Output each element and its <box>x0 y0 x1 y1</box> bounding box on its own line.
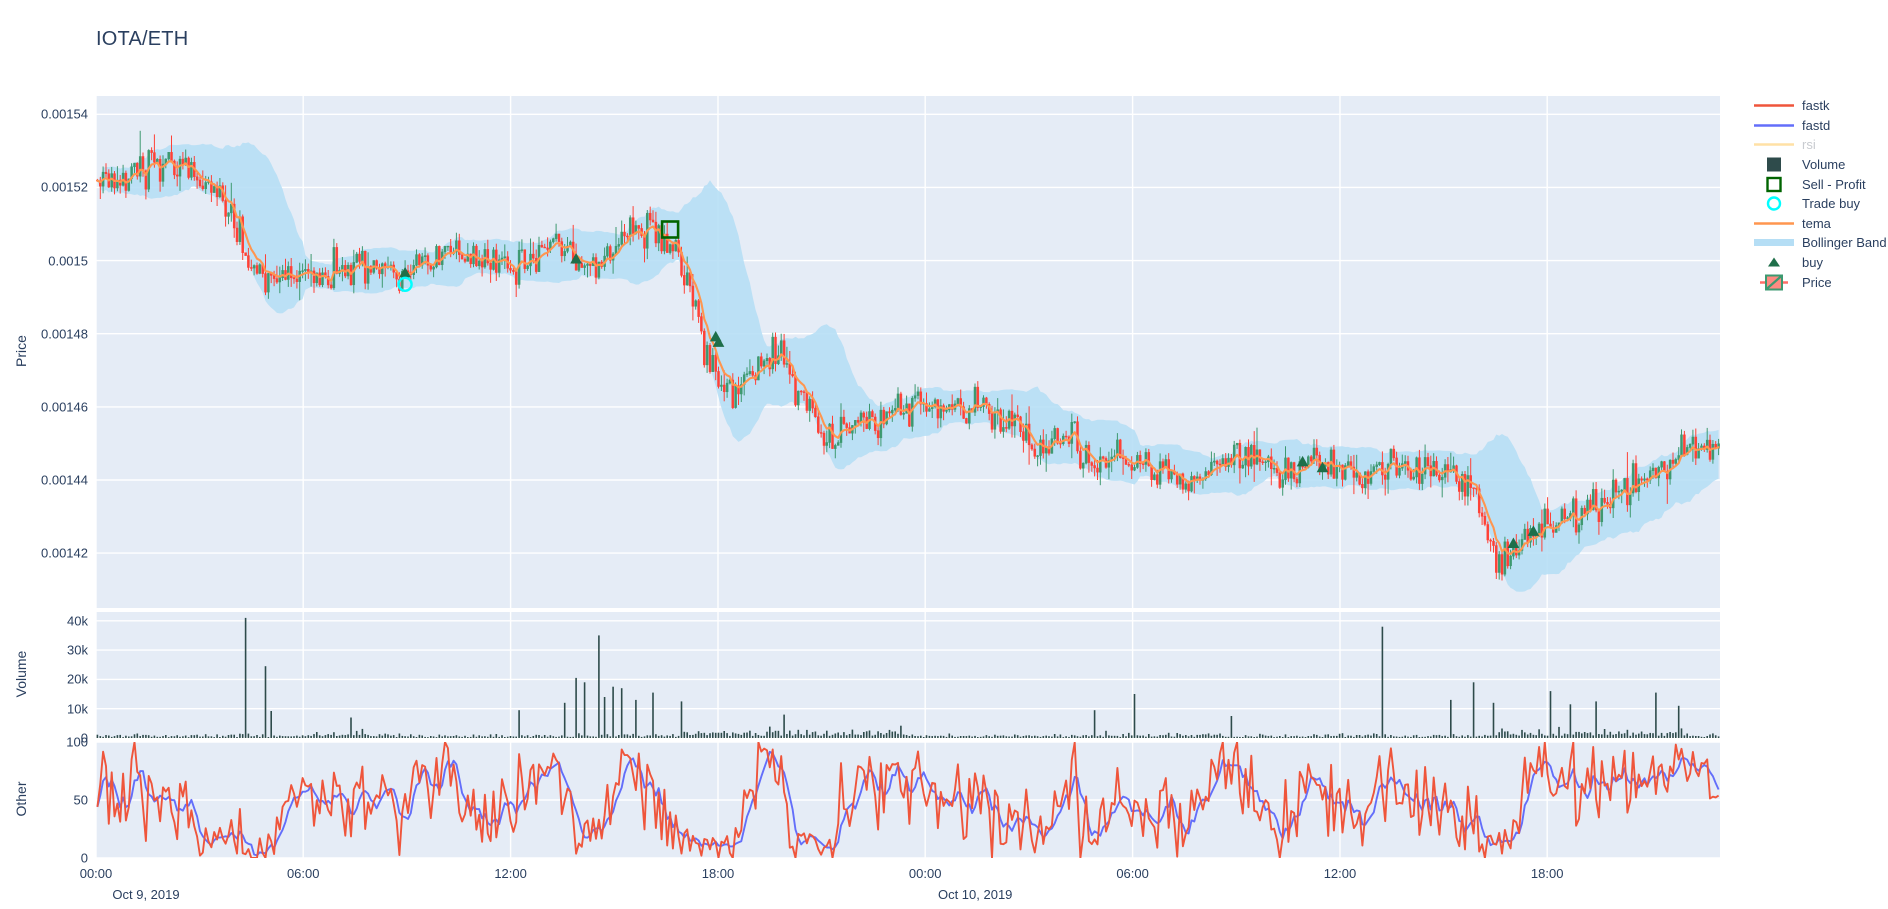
legend-item-label: Volume <box>1802 157 1846 173</box>
y-tick-price: 0.00148 <box>41 326 88 342</box>
legend-item-label: fastk <box>1802 98 1830 114</box>
triangle-up-icon <box>1752 253 1796 272</box>
line-icon <box>1752 214 1796 233</box>
x-tick-time: 06:00 <box>1116 866 1149 881</box>
band-icon <box>1752 233 1796 252</box>
square-open-icon <box>1752 175 1796 194</box>
y-tick-volume: 40k <box>67 613 88 629</box>
y-tick-price: 0.00152 <box>41 179 88 195</box>
line-icon <box>1752 116 1796 135</box>
y-tick-volume: 30k <box>67 642 88 658</box>
legend-item-label: Trade buy <box>1802 196 1861 212</box>
y-tick-other: 0 <box>80 850 88 866</box>
legend-item-price[interactable]: Price <box>1752 272 1888 292</box>
legend-item-fastd[interactable]: fastd <box>1752 116 1888 136</box>
y-tick-price: 0.00154 <box>41 106 88 122</box>
y-axis-tick-labels: 0.00154 0.00152 0.0015 0.00148 0.00146 0.0014… <box>0 0 88 909</box>
legend-item-rsi[interactable]: rsi <box>1752 135 1888 155</box>
legend-item-sell-profit[interactable]: Sell - Profit <box>1752 174 1888 194</box>
x-tick-time: 00:00 <box>908 866 942 881</box>
y-tick-other: 50 <box>73 792 88 808</box>
y-tick-volume: 10k <box>67 701 88 717</box>
legend-item-label: rsi <box>1802 137 1816 153</box>
x-tick-date: Oct 10, 2019 <box>937 887 1013 902</box>
line-icon <box>1752 96 1796 115</box>
y-axis-title-price: Price <box>13 335 29 367</box>
line-icon <box>1752 135 1796 154</box>
candlestick-icon <box>1752 273 1796 292</box>
other-subplot[interactable] <box>96 742 1720 858</box>
legend-item-tema[interactable]: tema <box>1752 214 1888 234</box>
legend-item-label: buy <box>1802 255 1823 271</box>
x-tick-time: 12:00 <box>1323 866 1357 881</box>
legend-item-label: fastd <box>1802 117 1831 133</box>
x-tick-time: 00:00 <box>79 866 113 881</box>
x-tick-date: Oct 9, 2019 <box>112 887 180 902</box>
y-tick-other: 100 <box>66 734 88 750</box>
square-filled-icon <box>1752 155 1796 174</box>
y-tick-price: 0.00144 <box>41 472 88 488</box>
legend-item-fastk[interactable]: fastk <box>1752 96 1888 116</box>
legend-item-label: tema <box>1802 215 1831 231</box>
legend-item-volume[interactable]: Volume <box>1752 155 1888 175</box>
x-tick-time: 18:00 <box>701 866 735 881</box>
y-axis-title-other: Other <box>13 781 29 817</box>
y-axis-title-volume: Volume <box>13 650 29 698</box>
price-subplot[interactable] <box>96 96 1720 608</box>
chart-legend[interactable]: fastk fastd rsi Volume Sell - Profit Trade bu… <box>1752 96 1888 292</box>
legend-item-label: Sell - Profit <box>1802 176 1866 192</box>
y-tick-price: 0.0015 <box>48 253 88 269</box>
y-tick-volume: 0 <box>80 730 88 746</box>
legend-item-bollinger-band[interactable]: Bollinger Band <box>1752 233 1888 253</box>
legend-item-label: Bollinger Band <box>1802 235 1887 251</box>
volume-subplot[interactable] <box>96 612 1720 738</box>
page-title: IOTA/ETH <box>96 28 189 50</box>
legend-item-trade-buy[interactable]: Trade buy <box>1752 194 1888 214</box>
legend-item-label: Price <box>1802 274 1832 290</box>
y-tick-price: 0.00142 <box>41 545 88 561</box>
x-tick-time: 06:00 <box>286 866 320 881</box>
circle-open-icon <box>1752 194 1796 213</box>
legend-item-buy[interactable]: buy <box>1752 253 1888 273</box>
y-tick-price: 0.00146 <box>41 399 88 415</box>
x-tick-time: 18:00 <box>1530 866 1564 881</box>
x-tick-time: 12:00 <box>494 866 527 881</box>
y-tick-volume: 20k <box>67 671 88 687</box>
